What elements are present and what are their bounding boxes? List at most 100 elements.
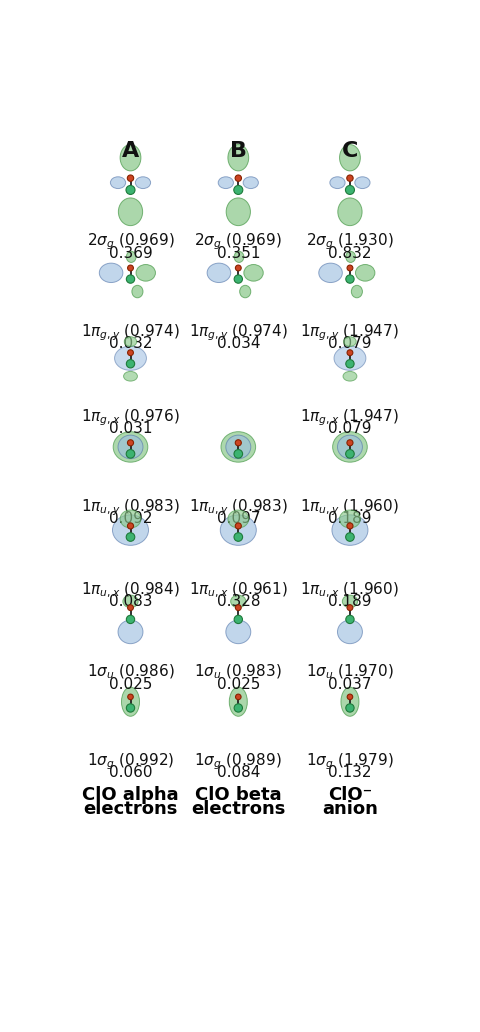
Circle shape — [128, 440, 133, 446]
Text: $1\pi_{u,y}$ (0.983): $1\pi_{u,y}$ (0.983) — [189, 497, 288, 518]
Circle shape — [234, 186, 243, 194]
Ellipse shape — [351, 285, 362, 298]
Text: A: A — [122, 140, 139, 161]
Circle shape — [347, 605, 353, 611]
Circle shape — [128, 523, 133, 529]
Circle shape — [346, 450, 354, 458]
Text: $1\sigma_g$ (0.989): $1\sigma_g$ (0.989) — [194, 751, 282, 772]
Circle shape — [347, 175, 353, 182]
Text: $1\pi_{u,y}$ (0.983): $1\pi_{u,y}$ (0.983) — [81, 497, 180, 518]
Circle shape — [126, 186, 135, 194]
Text: $1\pi_{u,y}$ (1.960): $1\pi_{u,y}$ (1.960) — [300, 497, 399, 518]
Text: $1\pi_{g,y}$ (1.947): $1\pi_{g,y}$ (1.947) — [300, 322, 399, 343]
Circle shape — [347, 695, 353, 700]
Text: 0.031: 0.031 — [109, 421, 152, 437]
Text: 0.037: 0.037 — [328, 677, 372, 691]
Ellipse shape — [136, 264, 156, 281]
Text: 0.025: 0.025 — [216, 677, 260, 691]
Text: 0.132: 0.132 — [328, 766, 372, 780]
Text: 0.328: 0.328 — [216, 594, 260, 609]
Ellipse shape — [338, 198, 362, 226]
Text: electrons: electrons — [191, 800, 286, 818]
Text: 0.060: 0.060 — [109, 766, 152, 780]
Text: 0.189: 0.189 — [328, 511, 372, 526]
Ellipse shape — [339, 510, 360, 528]
Ellipse shape — [126, 252, 136, 262]
Text: 0.189: 0.189 — [328, 594, 372, 609]
Circle shape — [346, 275, 354, 283]
Text: 0.369: 0.369 — [108, 246, 152, 260]
Text: $1\sigma_u$ (0.986): $1\sigma_u$ (0.986) — [87, 663, 174, 681]
Text: $1\sigma_u$ (0.983): $1\sigma_u$ (0.983) — [194, 663, 282, 681]
Circle shape — [347, 523, 353, 529]
Ellipse shape — [240, 285, 251, 298]
Text: B: B — [230, 140, 247, 161]
Text: 0.079: 0.079 — [328, 336, 372, 351]
Ellipse shape — [123, 595, 138, 608]
Ellipse shape — [226, 436, 251, 458]
Circle shape — [346, 704, 354, 712]
Text: $1\pi_{g,y}$ (0.974): $1\pi_{g,y}$ (0.974) — [189, 322, 288, 343]
Ellipse shape — [226, 620, 251, 644]
Text: 0.034: 0.034 — [216, 336, 260, 351]
Text: $1\pi_{g,x}$ (0.976): $1\pi_{g,x}$ (0.976) — [81, 408, 180, 428]
Circle shape — [346, 359, 354, 368]
Ellipse shape — [113, 431, 148, 462]
Ellipse shape — [220, 515, 256, 545]
Text: electrons: electrons — [84, 800, 178, 818]
Circle shape — [126, 533, 135, 542]
Ellipse shape — [344, 336, 356, 347]
Ellipse shape — [341, 687, 359, 716]
Text: $2\sigma_g$ (0.969): $2\sigma_g$ (0.969) — [194, 231, 282, 252]
Ellipse shape — [231, 595, 246, 608]
Text: 0.351: 0.351 — [216, 246, 260, 260]
Ellipse shape — [243, 176, 258, 189]
Text: 0.097: 0.097 — [216, 511, 260, 526]
Ellipse shape — [228, 510, 249, 528]
Ellipse shape — [339, 144, 360, 171]
Text: $1\sigma_g$ (1.979): $1\sigma_g$ (1.979) — [306, 751, 394, 772]
Ellipse shape — [112, 515, 148, 545]
Text: 0.092: 0.092 — [109, 511, 152, 526]
Circle shape — [234, 450, 242, 458]
Text: 0.032: 0.032 — [109, 336, 152, 351]
Text: ClO⁻: ClO⁻ — [328, 786, 372, 804]
Ellipse shape — [121, 687, 140, 716]
Ellipse shape — [343, 372, 357, 381]
Circle shape — [236, 695, 241, 700]
Ellipse shape — [132, 285, 143, 298]
Ellipse shape — [332, 515, 368, 545]
Ellipse shape — [120, 144, 141, 171]
Text: $1\sigma_u$ (1.970): $1\sigma_u$ (1.970) — [306, 663, 394, 681]
Text: $1\pi_{u,x}$ (0.984): $1\pi_{u,x}$ (0.984) — [81, 580, 180, 600]
Ellipse shape — [119, 198, 143, 226]
Circle shape — [128, 350, 133, 356]
Ellipse shape — [229, 687, 247, 716]
Text: $1\sigma_g$ (0.992): $1\sigma_g$ (0.992) — [87, 751, 174, 772]
Text: $1\pi_{g,y}$ (0.974): $1\pi_{g,y}$ (0.974) — [81, 322, 180, 343]
Text: ClO beta: ClO beta — [195, 786, 282, 804]
Text: anion: anion — [322, 800, 378, 818]
Circle shape — [234, 533, 242, 542]
Circle shape — [126, 704, 135, 712]
Ellipse shape — [244, 264, 263, 281]
Ellipse shape — [226, 198, 251, 226]
Ellipse shape — [218, 176, 233, 189]
Text: 0.025: 0.025 — [109, 677, 152, 691]
Circle shape — [126, 359, 135, 368]
Ellipse shape — [356, 264, 375, 281]
Circle shape — [347, 265, 353, 270]
Circle shape — [235, 175, 241, 182]
Ellipse shape — [337, 436, 362, 458]
Circle shape — [126, 615, 135, 623]
Circle shape — [346, 533, 354, 542]
Circle shape — [235, 265, 241, 270]
Ellipse shape — [135, 176, 151, 189]
Circle shape — [234, 275, 242, 283]
Ellipse shape — [337, 620, 362, 644]
Circle shape — [234, 615, 242, 623]
Text: 0.084: 0.084 — [216, 766, 260, 780]
Ellipse shape — [123, 372, 137, 381]
Ellipse shape — [228, 144, 249, 171]
Circle shape — [128, 695, 133, 700]
